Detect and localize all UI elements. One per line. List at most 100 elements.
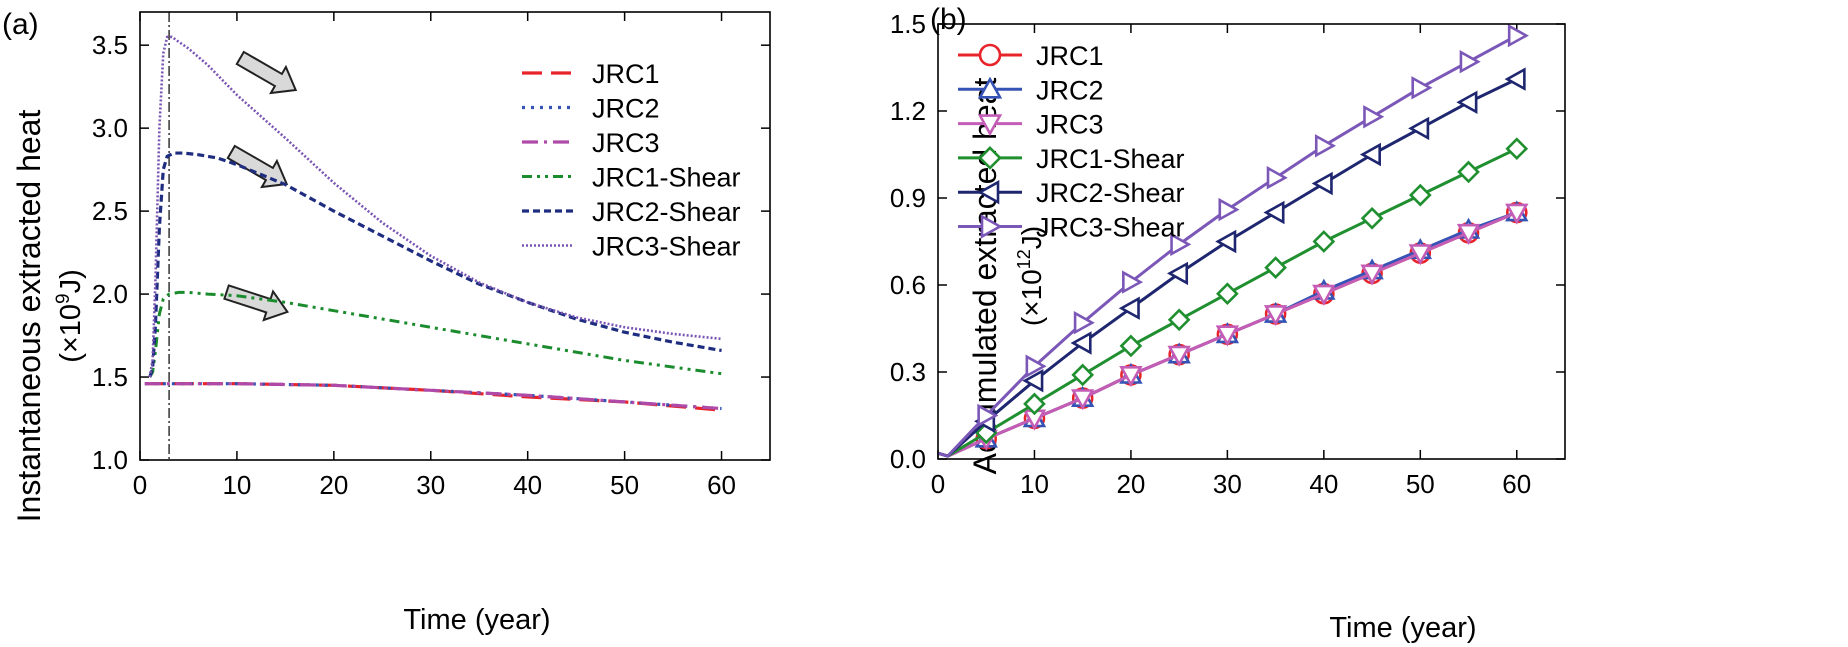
panel-b-legend-jrc2-label: JRC2 (1036, 75, 1104, 105)
panel-b-point-jrc3-shear (1459, 49, 1481, 74)
panel-b-point-jrc2-shear (1408, 116, 1430, 141)
panel-b-point-jrc3-shear (1314, 134, 1337, 158)
panel-a-legend-jrc2-shear-label: JRC2-Shear (592, 197, 741, 227)
panel-b-y-tick-label: 0.9 (890, 183, 926, 213)
panel-a-legend-jrc1-label: JRC1 (592, 59, 660, 89)
panel-a-x-tick-label: 0 (133, 470, 147, 500)
panel-b-point-jrc3-shear (1073, 310, 1095, 335)
panel-a-legend: JRC1 JRC2 JRC3 JRC1-Shear JRC2-Shear JRC3-She… (522, 59, 741, 262)
panel-a-ylabel-line1: Instantaneous extracted heat (11, 110, 47, 523)
panel-b-point-jrc1-shear (1264, 256, 1287, 279)
panel-b-point-jrc1-shear (1167, 308, 1191, 332)
panel-a-line-jrc1-shear (148, 290, 722, 378)
panel-b-point-jrc2-shear (1070, 331, 1092, 355)
panel-b-legend-jrc1-label: JRC1 (1036, 41, 1104, 71)
panel-b-point-jrc1-shear (1216, 282, 1239, 306)
panel-a-line-jrc3-shear (148, 35, 722, 378)
panel-a-legend-jrc3-label: JRC3 (592, 128, 660, 158)
panel-b-point-jrc1-shear (1408, 183, 1432, 207)
panel-b-point-jrc3-shear (1507, 24, 1529, 48)
panel-b-point-jrc1-shear (1505, 137, 1529, 161)
panel-a-y-tick-label: 1.5 (92, 362, 128, 392)
panel-b-point-jrc3 (1408, 244, 1433, 266)
panel-b-x-tick-label: 50 (1406, 469, 1435, 499)
panel-a-plot-frame (139, 11, 771, 461)
panel-b-point-jrc3-shear (1266, 165, 1288, 190)
panel-b-y-tick-label: 1.2 (890, 96, 926, 126)
panel-b-point-jrc2-shear (1215, 229, 1237, 254)
panel-b-point-jrc2-shear (1311, 171, 1333, 196)
panel-b-legend-jrc2-marker (977, 76, 1003, 99)
panel-b-point-jrc3 (1505, 203, 1529, 225)
panel-b-x-tick-label: 30 (1213, 469, 1242, 499)
panel-a-x-tick-label: 10 (222, 470, 251, 500)
panel-b-legend-jrc3-label: JRC3 (1036, 110, 1104, 140)
panel-b-legend-jrc2-shear-label: JRC2-Shear (1036, 178, 1185, 208)
panel-b-point-jrc1-shear (1119, 334, 1143, 358)
panel-b-plot-frame (937, 23, 1566, 460)
panel-b-legend-jrc3-shear-marker (980, 214, 1003, 239)
panel-b-ylabel-line2: (×1012J) (1014, 226, 1047, 326)
panel-a-y-tick-label: 1.0 (92, 445, 128, 475)
panel-a-label: (a) (2, 8, 39, 41)
panel-b-point-jrc3 (1456, 223, 1481, 245)
panel-a-series-jrc1 (144, 382, 722, 412)
panel-b-legend-jrc1-shear-marker (978, 146, 1002, 170)
arrow-annotation-jrc1-shear (223, 284, 290, 322)
arrow-annotation-jrc2-shear (226, 144, 289, 189)
panel-b-y-tick-label: 0.3 (890, 357, 926, 387)
panel-b-point-jrc1-shear (1023, 392, 1046, 416)
panel-b-x-tick-label: 10 (1020, 469, 1049, 499)
panel-b-point-jrc1-shear (1360, 206, 1384, 230)
panel-b-y-tick-label: 1.5 (890, 9, 926, 39)
panel-b-x-tick-label: 20 (1116, 469, 1145, 499)
panel-b-y-tick-label: 0.0 (890, 444, 926, 474)
panel-b-legend-jrc3-marker (977, 114, 1003, 137)
panel-b-point-jrc3-shear (1218, 197, 1240, 222)
panel-b-point-jrc1-shear (1312, 230, 1336, 253)
panel-b-legend-jrc3-shear-label: JRC3-Shear (1036, 213, 1185, 243)
panel-a-legend-jrc2-label: JRC2 (592, 94, 660, 124)
panel-a-legend-jrc1-shear-label: JRC1-Shear (592, 163, 741, 193)
panel-b-point-jrc3 (1070, 389, 1095, 411)
panel-a-series-jrc2 (144, 382, 722, 411)
panel-a-ylabel-line2: (×109J) (53, 269, 87, 363)
panel-b-xlabel: Time (year) (1329, 612, 1476, 644)
panel-a-line-jrc3 (144, 382, 722, 411)
panel-b-y-axis-title: Accumulated extracted heat (×1012J) (967, 78, 1047, 475)
panel-a-y-tick-label: 3.0 (92, 113, 128, 143)
panel-b-x-tick-label: 0 (931, 469, 945, 499)
panel-b-point-jrc3 (1215, 325, 1240, 347)
panel-b-chart: (b) Accumulated extracted heat (×1012J) … (890, 3, 1566, 644)
panel-a-y-tick-label: 3.5 (92, 30, 128, 60)
panel-a-y-axis-title: Instantaneous extracted heat (×109J) (11, 110, 87, 523)
panel-a-y-tick-label: 2.5 (92, 196, 128, 226)
panel-a-ylabel-suffix: J) (55, 269, 87, 293)
panel-a-x-tick-label: 60 (707, 470, 736, 500)
panel-b-legend-jrc1-shear-label: JRC1-Shear (1036, 144, 1185, 174)
panel-a-ylabel-prefix: (×10 (55, 304, 87, 363)
panel-b-point-jrc3-shear (1025, 354, 1047, 378)
panel-b-series-group (938, 24, 1529, 458)
panel-b-point-jrc3-shear (977, 403, 999, 428)
panel-b-point-jrc1-shear (1071, 363, 1095, 387)
panel-a-x-tick-label: 30 (416, 470, 445, 500)
panel-b-legend-jrc1-marker (978, 43, 1002, 67)
panel-a-x-tick-label: 40 (513, 470, 542, 500)
panel-a-legend-jrc3-shear-label: JRC3-Shear (592, 232, 741, 262)
panel-b-point-jrc2-shear (1359, 142, 1381, 167)
panel-a-series-jrc2-shear (148, 151, 722, 378)
annotation-arrows (223, 50, 298, 322)
panel-a-x-tick-label: 50 (610, 470, 639, 500)
panel-a-xlabel: Time (year) (403, 604, 550, 636)
panel-a-series-jrc1-shear (148, 290, 722, 378)
panel-b-ylabel-exponent: 12 (1014, 249, 1034, 269)
panel-b-point-jrc2-shear (1263, 200, 1285, 225)
panel-a-series-group (144, 35, 722, 412)
panel-b-point-jrc3 (1312, 284, 1336, 306)
panel-b-point-jrc3-shear (1122, 270, 1144, 294)
panel-b-ylabel-prefix: (×10 (1016, 269, 1047, 326)
panel-b-y-tick-label: 0.6 (890, 270, 926, 300)
panel-b-legend-jrc2-shear-marker (977, 179, 1000, 205)
